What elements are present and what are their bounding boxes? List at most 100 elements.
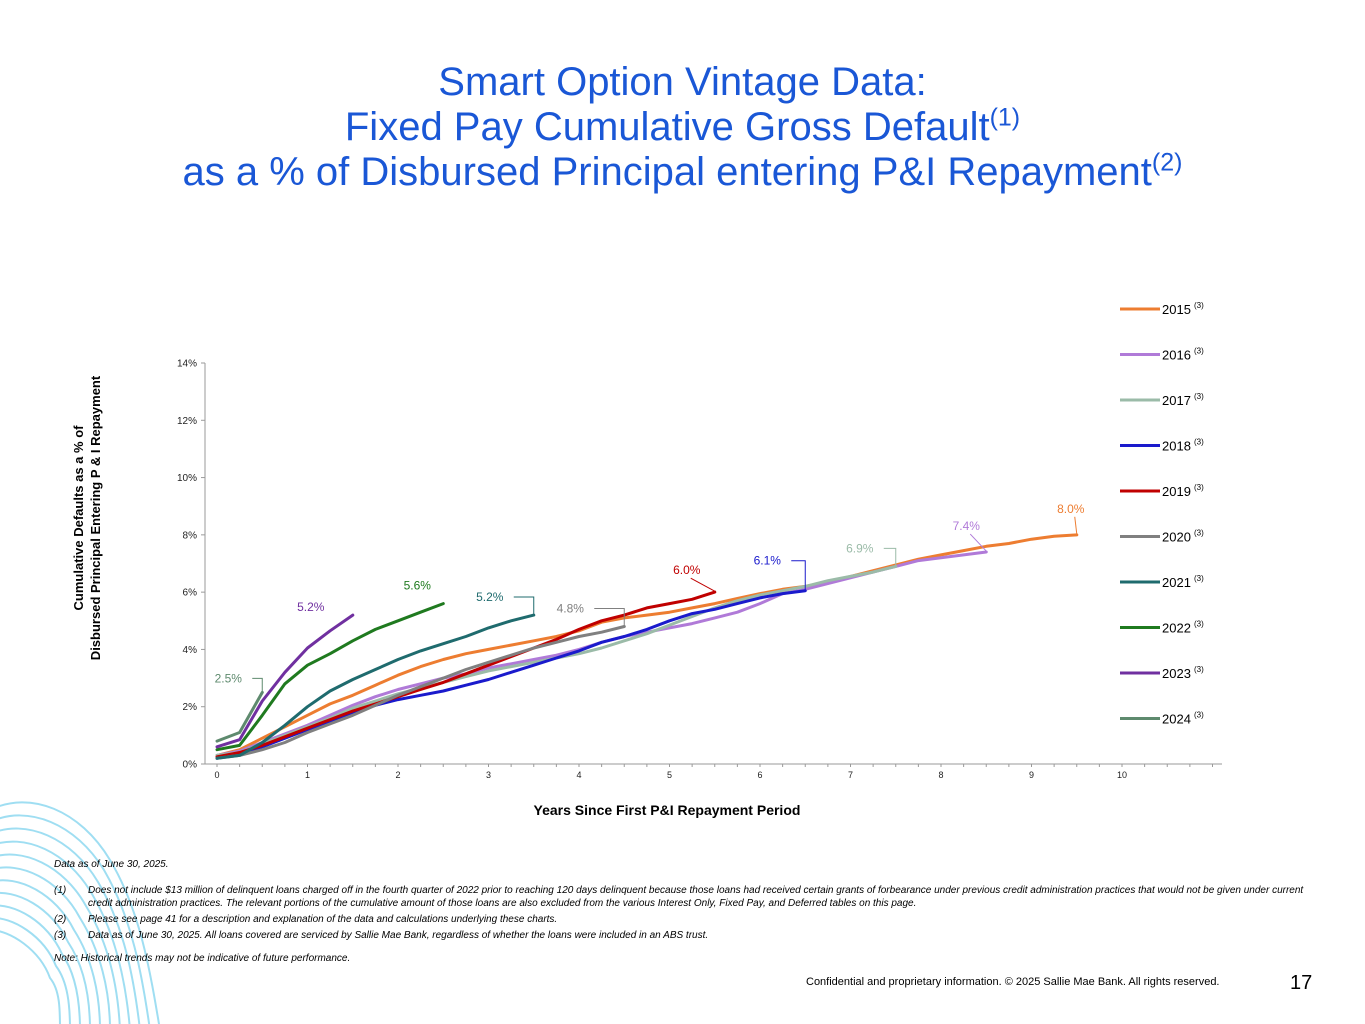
legend-footnote: (3): [1194, 529, 1204, 538]
footnote-3: (3) Data as of June 30, 2025. All loans …: [54, 929, 1314, 942]
footnote-number: (2): [54, 914, 67, 925]
page-number: 17: [1290, 972, 1313, 994]
legend-item-2016: 2016 (3): [1120, 347, 1204, 363]
legend-label: 2017: [1162, 393, 1191, 408]
y-tick-label: 10%: [177, 473, 197, 484]
x-tick-label: 5: [667, 770, 672, 780]
historical-trends-note: Note: Historical trends may not be indic…: [54, 953, 351, 964]
legend-label: 2022: [1162, 621, 1191, 636]
x-tick-label: 1: [305, 770, 310, 780]
x-tick-label: 8: [938, 770, 943, 780]
chart-legend: 2015 (3)2016 (3)2017 (3)2018 (3)2019 (3)2020(…: [1120, 301, 1204, 727]
label-leader-2019: [690, 577, 715, 592]
label-leader-2016: [969, 533, 987, 552]
slide-title: Smart Option Vintage Data: Fixed Pay Cum…: [0, 60, 1365, 195]
x-tick-label: 6: [757, 770, 762, 780]
title-footnote-2: (2): [1151, 148, 1183, 177]
data-label-2015: 8.0%: [1057, 502, 1085, 516]
legend-label: 2021: [1162, 575, 1191, 590]
y-tick-label: 4%: [183, 645, 198, 656]
title-line-3: as a % of Disbursed Principal entering P…: [182, 148, 1183, 194]
y-tick-label: 8%: [183, 530, 198, 541]
legend-footnote: (3): [1194, 392, 1204, 401]
confidentiality-notice: Confidential and proprietary information…: [806, 976, 1220, 988]
footnote-text: Does not include $13 million of delinque…: [88, 885, 1304, 909]
legend-footnote: (3): [1194, 574, 1204, 583]
legend-item-2024: 2024 (3): [1120, 711, 1204, 727]
chart-data-labels: 8.0% 7.4% 6.9% 6.1% 6.0% 4.8% 5.2% 5.6% 5.2% 2.5%: [215, 502, 1085, 693]
y-tick-label: 12%: [177, 416, 197, 427]
data-label-2018: 6.1%: [754, 554, 782, 568]
legend-item-2015: 2015 (3): [1120, 301, 1204, 317]
series-line-2022: [215, 602, 445, 752]
footnote-2: (2) Please see page 41 for a description…: [54, 913, 1314, 926]
label-leader-2024: [252, 677, 263, 693]
data-label-2020: 4.8%: [557, 602, 585, 616]
legend-footnote: (3): [1194, 438, 1204, 447]
data-label-2016: 7.4%: [953, 519, 981, 533]
legend-label: 2020: [1162, 530, 1191, 545]
title-line-1: Smart Option Vintage Data:: [438, 60, 927, 104]
data-label-2022: 5.6%: [404, 579, 432, 593]
vintage-line-chart: 0% 2% 4% 6% 8% 10% 12% 14% 0 1 2 3 4 5 6 7 8 9 10 8.0% 7.4%…: [71, 301, 1222, 818]
footnote-1: (1) Does not include $13 million of deli…: [54, 884, 1314, 910]
series-line-2015: [215, 533, 1079, 757]
chart-axes: 0% 2% 4% 6% 8% 10% 12% 14% 0 1 2 3 4 5 6 7 8 9 10: [177, 359, 1222, 780]
title-footnote-1: (1): [989, 103, 1021, 132]
y-tick-label: 14%: [177, 359, 197, 370]
y-tick-label: 6%: [183, 588, 198, 599]
x-tick-label: 10: [1117, 770, 1127, 780]
legend-label: 2016: [1162, 348, 1191, 363]
label-leader-2015: [1074, 516, 1078, 534]
footnote-text: Data as of June 30, 2025. All loans cove…: [88, 930, 709, 941]
legend-item-2017: 2017 (3): [1120, 392, 1204, 408]
data-as-of-note: Data as of June 30, 2025.: [54, 859, 169, 870]
y-axis-label-line-2: Disbursed Principal Entering P & I Repay…: [88, 375, 103, 660]
footnote-text: Please see page 41 for a description and…: [88, 914, 558, 925]
x-tick-label: 4: [576, 770, 581, 780]
legend-footnote: (3): [1194, 347, 1204, 356]
legend-item-2022: 2022 (3): [1120, 620, 1204, 636]
x-tick-label: 3: [486, 770, 491, 780]
y-tick-label: 0%: [183, 760, 198, 771]
footnote-number: (1): [54, 885, 67, 896]
y-tick-label: 2%: [183, 702, 198, 713]
legend-label: 2018: [1162, 439, 1191, 454]
legend-footnote: (3): [1194, 665, 1204, 674]
label-leader-2021: [513, 596, 535, 616]
x-tick-label: 7: [848, 770, 853, 780]
data-label-2023: 5.2%: [297, 600, 325, 614]
series-line-2019: [215, 590, 717, 759]
legend-item-2023: 2023 (3): [1120, 665, 1204, 681]
data-label-2019: 6.0%: [673, 563, 701, 577]
legend-footnote: (3): [1194, 711, 1204, 720]
legend-item-2019: 2019 (3): [1120, 483, 1204, 499]
x-axis-label: Years Since First P&I Repayment Period: [534, 802, 801, 818]
legend-item-2020: 2020 (3): [1120, 529, 1204, 545]
legend-label: 2019: [1162, 484, 1191, 499]
legend-item-2021: 2021 (3): [1120, 574, 1204, 590]
data-label-2017: 6.9%: [846, 541, 874, 555]
y-axis-label-line-1: Cumulative Defaults as a % of: [71, 425, 86, 611]
legend-footnote: (3): [1194, 483, 1204, 492]
footnotes: Data as of June 30, 2025. (1) Does not i…: [54, 858, 1314, 965]
legend-label: 2015: [1162, 302, 1191, 317]
legend-label: 2024: [1162, 712, 1191, 727]
legend-footnote: (3): [1194, 301, 1204, 310]
x-tick-label: 0: [214, 770, 219, 780]
data-label-2021: 5.2%: [476, 590, 504, 604]
legend-item-2018: 2018 (3): [1120, 438, 1204, 454]
label-leader-2018: [791, 560, 806, 591]
data-label-2024: 2.5%: [215, 671, 243, 685]
label-leader-2020: [594, 608, 625, 627]
series-line-2020: [215, 625, 626, 760]
series-line-2024: [215, 690, 264, 743]
x-tick-label: 2: [395, 770, 400, 780]
legend-label: 2023: [1162, 666, 1191, 681]
label-leader-2017: [883, 547, 897, 567]
title-line-2: Fixed Pay Cumulative Gross Default(1): [344, 103, 1021, 149]
legend-footnote: (3): [1194, 620, 1204, 629]
series-line-2021: [215, 613, 536, 760]
x-tick-label: 9: [1029, 770, 1034, 780]
decorative-swoosh-graphic: [0, 801, 161, 1024]
